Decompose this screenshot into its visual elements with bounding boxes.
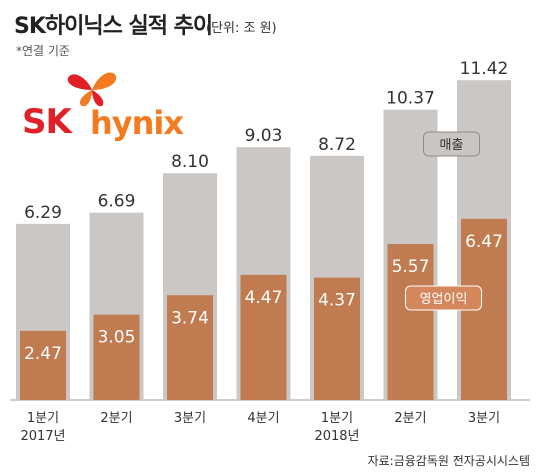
revenue-value-label: 8.72 [318, 135, 356, 155]
sk-hynix-logo: SK hynix [22, 68, 192, 148]
revenue-value-label: 9.03 [245, 126, 283, 146]
x-tick-label: 4분기 [247, 411, 279, 426]
profit-value-label: 5.57 [392, 257, 430, 277]
profit-value-label: 4.37 [318, 291, 356, 311]
profit-value-label: 3.05 [98, 328, 136, 348]
year-label: 2017년 [20, 429, 65, 444]
legend-revenue-box [423, 131, 480, 157]
profit-bar [167, 295, 213, 400]
profit-bar [93, 314, 140, 400]
logo-sk-text: SK [22, 102, 72, 142]
profit-value-label: 4.47 [245, 288, 283, 308]
profit-bar [240, 274, 287, 400]
x-tick-label: 3분기 [174, 411, 206, 426]
profit-bar [20, 330, 66, 400]
profit-bar [387, 244, 434, 400]
revenue-value-label: 11.42 [460, 59, 509, 79]
year-label: 2018년 [314, 429, 359, 444]
legend-profit-label: 영업이익 [420, 292, 468, 307]
chart-title: SK하이닉스 실적 추이 [14, 14, 213, 39]
legend-profit-box [405, 285, 482, 311]
basis-note: *연결 기준 [16, 44, 70, 58]
x-tick-label: 2분기 [394, 411, 426, 426]
x-tick-label: 1분기 [321, 411, 353, 426]
source-note: 자료:금융감독원 전자공시시스템 [367, 454, 530, 468]
profit-value-label: 2.47 [24, 344, 62, 364]
butterfly-icon [67, 72, 117, 107]
profit-value-label: 3.74 [171, 308, 209, 328]
revenue-value-label: 10.37 [386, 89, 435, 109]
unit-label: (단위: 조 원) [206, 21, 277, 36]
x-tick-label: 1분기 [27, 411, 59, 426]
revenue-value-label: 6.69 [98, 192, 136, 212]
profit-value-label: 6.47 [465, 232, 503, 252]
profit-bar [314, 277, 360, 400]
revenue-value-label: 8.10 [171, 152, 209, 172]
logo-hynix-text: hynix [90, 104, 184, 142]
legend-revenue-label: 매출 [440, 138, 464, 153]
revenue-value-label: 6.29 [24, 203, 62, 223]
x-tick-label: 2분기 [100, 411, 132, 426]
x-tick-label: 3분기 [468, 411, 500, 426]
